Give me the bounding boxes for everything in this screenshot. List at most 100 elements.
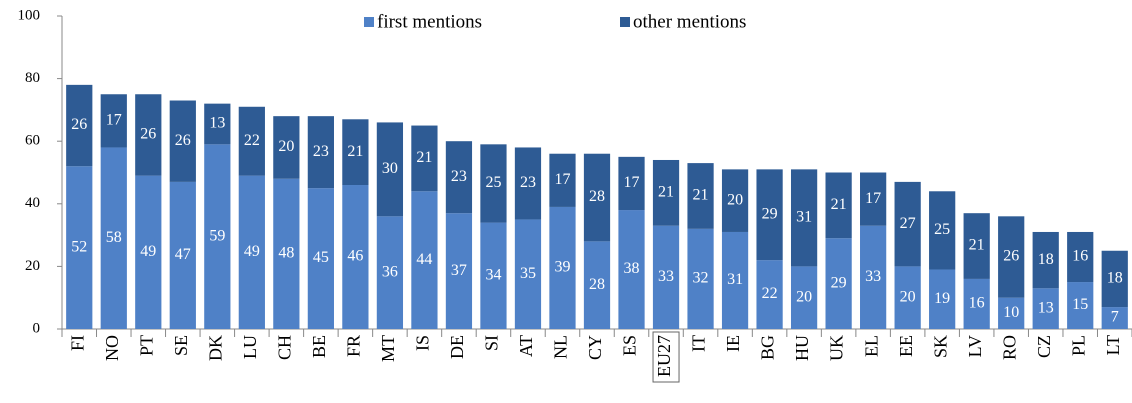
bar-segment xyxy=(998,216,1025,298)
value-label: 21 xyxy=(969,237,985,254)
value-label: 17 xyxy=(865,190,881,207)
value-label: 21 xyxy=(416,149,432,166)
value-label: 23 xyxy=(451,168,467,185)
bar-segment xyxy=(307,188,334,329)
x-tick-label: SK xyxy=(930,335,950,358)
value-label: 46 xyxy=(347,248,363,265)
value-label: 21 xyxy=(693,187,709,204)
x-tick-label: LV xyxy=(965,335,985,357)
bar-segment xyxy=(169,181,196,329)
y-tick-label: 20 xyxy=(25,258,40,274)
bar-segment xyxy=(307,116,334,189)
legend-swatch xyxy=(620,17,630,27)
bar-segment xyxy=(514,147,542,220)
legend-swatch xyxy=(364,17,374,27)
bar-segment xyxy=(825,238,852,329)
value-label: 33 xyxy=(658,268,674,285)
x-tick-label: LU xyxy=(240,335,260,359)
value-label: 22 xyxy=(762,285,778,302)
y-tick-label: 40 xyxy=(25,195,40,211)
value-label: 31 xyxy=(727,271,743,288)
bar-segment xyxy=(1101,250,1128,308)
bar-segment xyxy=(618,210,645,329)
value-label: 34 xyxy=(485,266,501,283)
value-label: 21 xyxy=(347,143,363,160)
value-label: 49 xyxy=(140,243,156,260)
bar-segment xyxy=(204,103,231,145)
bar-segment xyxy=(583,241,611,329)
value-label: 31 xyxy=(796,209,812,226)
value-label: 27 xyxy=(900,215,916,232)
x-tick-label: AT xyxy=(516,335,536,357)
bar-segment xyxy=(756,260,783,329)
bar-segment xyxy=(66,166,93,329)
x-tick-label: EE xyxy=(896,335,916,357)
x-tick-label: UK xyxy=(827,335,847,361)
highlight-box xyxy=(652,331,680,383)
value-label: 16 xyxy=(969,295,985,312)
x-tick-label: ES xyxy=(620,335,640,356)
x-tick-label: LT xyxy=(1103,335,1123,355)
value-label: 13 xyxy=(209,115,225,132)
value-label: 15 xyxy=(1072,296,1088,313)
bar-segment xyxy=(549,153,576,207)
bar-segment xyxy=(998,297,1025,329)
value-label: 29 xyxy=(831,274,847,291)
value-label: 23 xyxy=(520,174,536,191)
value-label: 17 xyxy=(106,112,122,129)
value-label: 25 xyxy=(934,221,950,238)
bar-segment xyxy=(66,84,93,167)
legend-label: first mentions xyxy=(377,11,482,32)
x-tick-label: IS xyxy=(413,335,433,351)
y-tick-label: 100 xyxy=(18,7,41,23)
value-label: 10 xyxy=(1003,304,1019,321)
value-label: 17 xyxy=(624,174,640,191)
value-label: 33 xyxy=(865,268,881,285)
value-label: 21 xyxy=(831,196,847,213)
bar-segment xyxy=(411,125,438,192)
value-label: 52 xyxy=(71,238,87,255)
bar-segment xyxy=(894,266,921,329)
value-label: 22 xyxy=(244,132,260,149)
x-tick-label: EL xyxy=(861,335,881,357)
bar-segment xyxy=(480,144,507,223)
bar-segment xyxy=(445,213,473,329)
x-tick-label: SI xyxy=(482,335,502,351)
value-label: 30 xyxy=(382,160,398,177)
value-label: 38 xyxy=(624,260,640,277)
bar-segment xyxy=(687,163,714,229)
value-label: 36 xyxy=(382,263,398,280)
bar-segment xyxy=(549,206,576,329)
value-label: 35 xyxy=(520,265,536,282)
value-label: 20 xyxy=(278,138,294,155)
bar-segment xyxy=(445,141,473,214)
bar-segment xyxy=(100,147,127,329)
x-tick-label: NL xyxy=(551,335,571,359)
x-tick-label: IE xyxy=(723,335,743,352)
bar-segment xyxy=(790,169,818,267)
value-label: 48 xyxy=(278,245,294,262)
bar-segment xyxy=(100,94,127,148)
bar-segment xyxy=(376,122,404,217)
bar-segment xyxy=(1067,282,1094,329)
bar-segment xyxy=(135,94,162,176)
bar-segment xyxy=(411,191,438,329)
x-tick-label: MT xyxy=(378,335,398,362)
bar-segment xyxy=(687,228,714,329)
value-label: 18 xyxy=(1107,270,1123,287)
bar-segment xyxy=(652,225,680,329)
value-label: 37 xyxy=(451,262,467,279)
value-label: 32 xyxy=(693,270,709,287)
value-label: 20 xyxy=(900,288,916,305)
bar-segment xyxy=(963,278,990,329)
bar-segment xyxy=(929,191,956,270)
bar-segment xyxy=(652,159,680,226)
x-tick-label: EU27 xyxy=(654,335,674,377)
bar-segment xyxy=(480,222,507,329)
value-label: 21 xyxy=(658,184,674,201)
value-label: 19 xyxy=(934,290,950,307)
value-label: 26 xyxy=(140,126,156,143)
value-label: 17 xyxy=(554,171,570,188)
bar-segment xyxy=(204,144,231,329)
